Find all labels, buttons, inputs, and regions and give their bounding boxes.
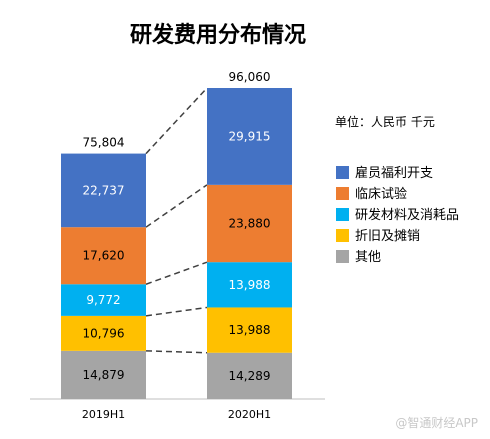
legend-label: 其他	[355, 250, 381, 265]
bar-segment-4-1	[207, 88, 292, 185]
bar-segment-2-1	[207, 262, 292, 308]
connector-line	[145, 184, 208, 228]
bar-segment-2-0	[61, 284, 146, 316]
bar-segment-1-0	[61, 315, 146, 351]
bar-segment-4-0	[61, 153, 146, 228]
data-label: 29,915	[229, 129, 271, 143]
total-label: 75,804	[83, 136, 125, 150]
data-label: 13,988	[229, 278, 271, 292]
data-label: 22,737	[83, 183, 125, 197]
legend-swatch	[336, 208, 349, 221]
bar-segment-1-1	[207, 307, 292, 353]
watermark: @智通财经APP	[395, 415, 478, 430]
data-label: 13,988	[229, 323, 271, 337]
data-label: 14,289	[229, 369, 271, 383]
connector-lines	[145, 87, 208, 354]
chart-title: 研发费用分布情况	[130, 22, 306, 48]
legend-swatch	[336, 250, 349, 263]
bar-segment-0-1	[207, 352, 292, 399]
labels-group: 14,879 10,796 9,772 17,620 22,737 75,804 2019H…	[82, 70, 271, 421]
data-label: 23,880	[229, 217, 271, 231]
legend-label: 临床试验	[355, 186, 407, 202]
connector-line	[145, 261, 208, 285]
bar-segment-3-0	[61, 227, 146, 285]
legend-swatch	[336, 229, 349, 242]
bar-segment-3-1	[207, 184, 292, 263]
data-label: 9,772	[86, 293, 120, 307]
legend-label: 研发材料及消耗品	[355, 207, 459, 223]
legend-label: 雇员福利开支	[355, 165, 433, 181]
data-label: 17,620	[83, 249, 125, 263]
data-label: 10,796	[83, 326, 125, 340]
bar-segment-0-0	[61, 350, 146, 399]
legend-swatch	[336, 187, 349, 200]
x-tick-label: 2020H1	[228, 408, 271, 421]
connector-line	[145, 350, 208, 354]
data-label: 14,879	[83, 368, 125, 382]
unit-label: 单位：人民币 千元	[335, 114, 435, 129]
connector-line	[145, 306, 208, 317]
connector-line	[145, 87, 208, 155]
legend-label: 折旧及摊销	[355, 229, 420, 244]
total-label: 96,060	[229, 70, 271, 84]
legend-swatch	[336, 166, 349, 179]
x-tick-label: 2019H1	[82, 408, 125, 421]
bars-group	[61, 88, 292, 399]
